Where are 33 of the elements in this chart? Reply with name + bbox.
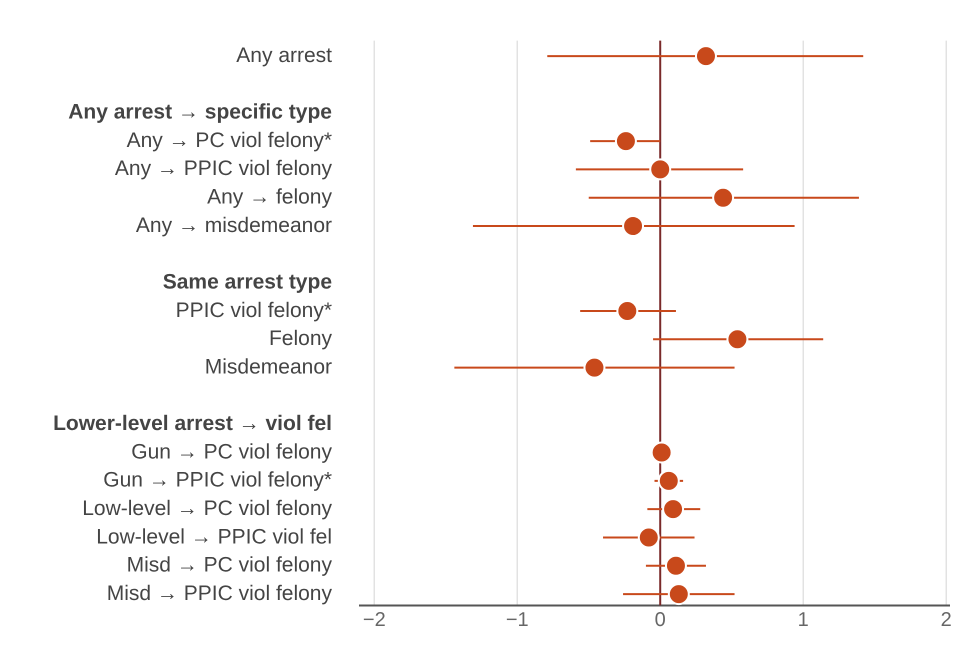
y-tick-label: Misd → PC viol felony — [126, 554, 332, 577]
x-tick-label: 2 — [940, 608, 952, 631]
y-tick-label: Lower-level arrest → viol fel — [53, 412, 332, 436]
point — [664, 554, 687, 577]
y-tick-label: Low-level → PPIC viol fel — [96, 525, 332, 548]
x-tick-label: −2 — [362, 608, 386, 631]
x-tick-label: 0 — [654, 608, 666, 631]
point — [668, 583, 690, 606]
point — [694, 45, 717, 68]
point — [712, 186, 734, 209]
y-tick-label: Any → felony — [207, 186, 332, 209]
y-tick-label: Felony — [268, 327, 332, 350]
x-tick-label: 1 — [798, 608, 809, 631]
point — [583, 356, 606, 379]
point — [649, 158, 672, 180]
y-tick-label: Misd → PPIC viol felony — [106, 582, 332, 605]
y-tick-label: PPIC viol felony* — [176, 298, 332, 322]
y-tick-label: Low-level → PC viol felony — [82, 496, 332, 520]
point — [726, 328, 748, 350]
y-tick-label: Misdemeanor — [204, 355, 332, 378]
y-tick-label: Any arrest — [236, 44, 332, 67]
y-tick-label: Any → misdemeanor — [136, 214, 332, 237]
y-tick-label: Any → PPIC viol felony — [114, 157, 332, 180]
y-tick-label: Gun → PPIC viol felony* — [103, 468, 332, 492]
point — [614, 130, 637, 152]
x-tick-label: −1 — [506, 608, 529, 631]
point — [658, 470, 680, 492]
point — [662, 498, 684, 520]
y-tick-label: Same arrest type — [162, 270, 332, 294]
y-tick-label: Gun → PC viol felony — [131, 440, 332, 464]
y-tick-label: Any → PC viol felony* — [126, 128, 332, 152]
point — [650, 442, 673, 464]
y-tick-label: Any arrest → specific type — [68, 100, 332, 124]
